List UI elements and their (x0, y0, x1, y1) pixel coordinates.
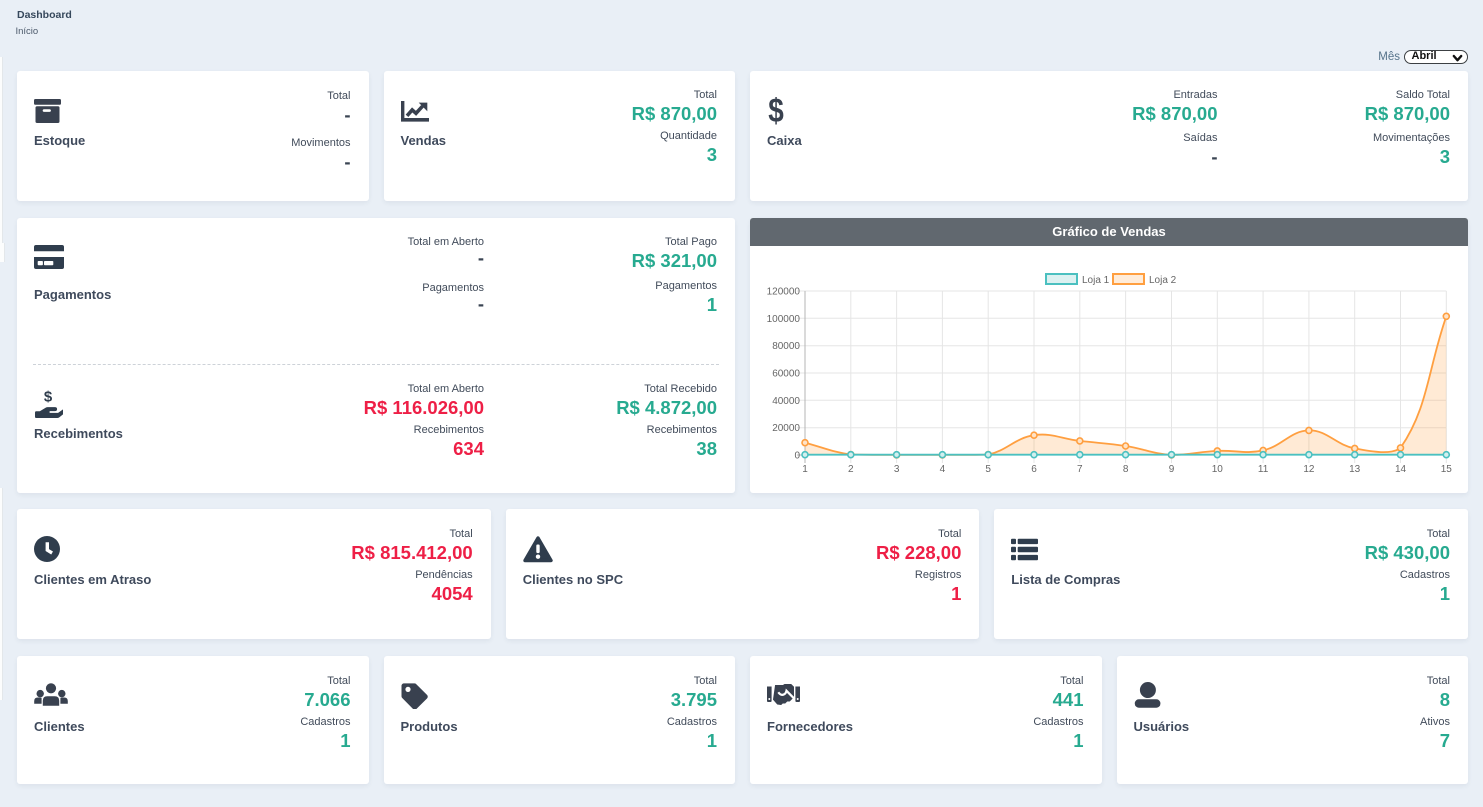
svg-text:7: 7 (1077, 464, 1083, 475)
svg-text:14: 14 (1395, 464, 1407, 475)
svg-text:11: 11 (1258, 464, 1269, 475)
svg-text:Loja 1: Loja 1 (1082, 275, 1110, 286)
svg-text:8: 8 (1123, 464, 1129, 475)
svg-text:120000: 120000 (767, 287, 801, 298)
svg-text:15: 15 (1441, 464, 1453, 475)
svg-text:100000: 100000 (767, 314, 801, 325)
svg-text:$: $ (768, 97, 784, 125)
svg-text:0: 0 (794, 451, 800, 462)
svg-text:Loja 2: Loja 2 (1149, 275, 1177, 286)
svg-text:60000: 60000 (772, 369, 800, 380)
svg-text:3: 3 (894, 464, 900, 475)
svg-text:13: 13 (1349, 464, 1361, 475)
svg-text:20000: 20000 (772, 423, 800, 434)
svg-text:10: 10 (1212, 464, 1224, 475)
svg-text:80000: 80000 (772, 341, 800, 352)
svg-text:9: 9 (1169, 464, 1175, 475)
svg-text:4: 4 (940, 464, 946, 475)
svg-text:2: 2 (848, 464, 854, 475)
svg-text:1: 1 (802, 464, 808, 475)
svg-text:6: 6 (1031, 464, 1037, 475)
svg-text:$: $ (44, 389, 53, 406)
svg-text:12: 12 (1303, 464, 1315, 475)
svg-text:5: 5 (985, 464, 991, 475)
svg-text:40000: 40000 (772, 396, 800, 407)
